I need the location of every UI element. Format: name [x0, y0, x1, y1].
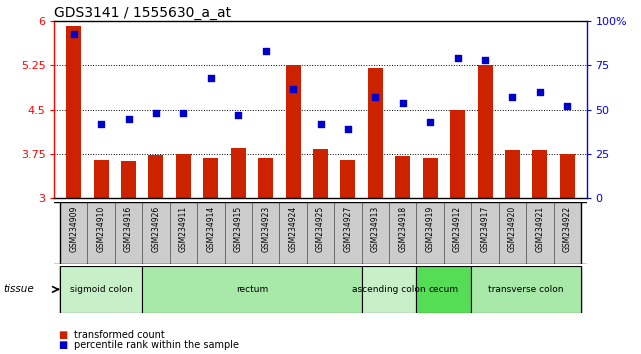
- Bar: [258, 158, 273, 198]
- Text: GSM234926: GSM234926: [151, 205, 160, 252]
- Point: [343, 126, 353, 132]
- Point: [562, 103, 572, 109]
- Text: GDS3141 / 1555630_a_at: GDS3141 / 1555630_a_at: [54, 6, 231, 20]
- Bar: [471, 266, 581, 313]
- Bar: [197, 202, 224, 264]
- Bar: [368, 68, 383, 198]
- Text: GSM234918: GSM234918: [398, 205, 407, 252]
- Text: ascending colon: ascending colon: [353, 285, 426, 294]
- Point: [69, 31, 79, 36]
- Bar: [362, 202, 389, 264]
- Bar: [417, 266, 471, 313]
- Bar: [121, 161, 136, 198]
- Bar: [224, 202, 252, 264]
- Bar: [87, 202, 115, 264]
- Text: GSM234917: GSM234917: [481, 205, 490, 252]
- Text: GSM234916: GSM234916: [124, 205, 133, 252]
- Text: GSM234912: GSM234912: [453, 205, 462, 252]
- Bar: [307, 202, 334, 264]
- Text: rectum: rectum: [236, 285, 268, 294]
- Bar: [505, 150, 520, 198]
- Text: GSM234914: GSM234914: [206, 205, 215, 252]
- Bar: [471, 202, 499, 264]
- Text: GSM234922: GSM234922: [563, 205, 572, 252]
- Bar: [554, 202, 581, 264]
- Text: GSM234920: GSM234920: [508, 205, 517, 252]
- Text: GSM234924: GSM234924: [288, 205, 297, 252]
- Point: [260, 48, 271, 54]
- Bar: [203, 158, 219, 198]
- Point: [124, 116, 134, 121]
- Text: GSM234927: GSM234927: [344, 205, 353, 252]
- Bar: [231, 148, 246, 198]
- Bar: [533, 150, 547, 198]
- Text: sigmoid colon: sigmoid colon: [70, 285, 133, 294]
- Bar: [526, 202, 554, 264]
- Bar: [450, 110, 465, 198]
- Bar: [142, 266, 362, 313]
- Bar: [94, 160, 108, 198]
- Bar: [142, 202, 170, 264]
- Point: [480, 57, 490, 63]
- Bar: [66, 26, 81, 198]
- Text: tissue: tissue: [3, 284, 34, 295]
- Bar: [252, 202, 279, 264]
- Bar: [279, 202, 307, 264]
- Point: [315, 121, 326, 127]
- Text: cecum: cecum: [429, 285, 459, 294]
- Bar: [395, 156, 410, 198]
- Text: GSM234913: GSM234913: [371, 205, 380, 252]
- Text: percentile rank within the sample: percentile rank within the sample: [74, 340, 238, 350]
- Bar: [417, 202, 444, 264]
- Point: [288, 86, 298, 91]
- Text: GSM234923: GSM234923: [261, 205, 270, 252]
- Point: [425, 119, 435, 125]
- Text: GSM234915: GSM234915: [234, 205, 243, 252]
- Bar: [499, 202, 526, 264]
- Text: GSM234909: GSM234909: [69, 205, 78, 252]
- Bar: [170, 202, 197, 264]
- Text: GSM234911: GSM234911: [179, 205, 188, 252]
- Text: transformed count: transformed count: [74, 330, 165, 339]
- Point: [206, 75, 216, 81]
- Bar: [285, 65, 301, 198]
- Point: [96, 121, 106, 127]
- Point: [397, 100, 408, 105]
- Bar: [176, 154, 191, 198]
- Bar: [478, 65, 492, 198]
- Bar: [60, 202, 87, 264]
- Bar: [115, 202, 142, 264]
- Bar: [422, 158, 438, 198]
- Text: ■: ■: [58, 330, 67, 339]
- Point: [178, 110, 188, 116]
- Bar: [560, 154, 575, 198]
- Text: transverse colon: transverse colon: [488, 285, 564, 294]
- Text: GSM234910: GSM234910: [97, 205, 106, 252]
- Point: [151, 110, 161, 116]
- Point: [535, 89, 545, 95]
- Bar: [334, 202, 362, 264]
- Point: [233, 112, 244, 118]
- Bar: [444, 202, 471, 264]
- Bar: [149, 155, 163, 198]
- Text: GSM234921: GSM234921: [535, 205, 544, 252]
- Bar: [313, 149, 328, 198]
- Bar: [389, 202, 417, 264]
- Point: [507, 95, 517, 100]
- Text: ■: ■: [58, 340, 67, 350]
- Bar: [362, 266, 417, 313]
- Text: GSM234919: GSM234919: [426, 205, 435, 252]
- Point: [453, 56, 463, 61]
- Bar: [340, 160, 356, 198]
- Text: GSM234925: GSM234925: [316, 205, 325, 252]
- Point: [370, 95, 381, 100]
- Bar: [60, 266, 142, 313]
